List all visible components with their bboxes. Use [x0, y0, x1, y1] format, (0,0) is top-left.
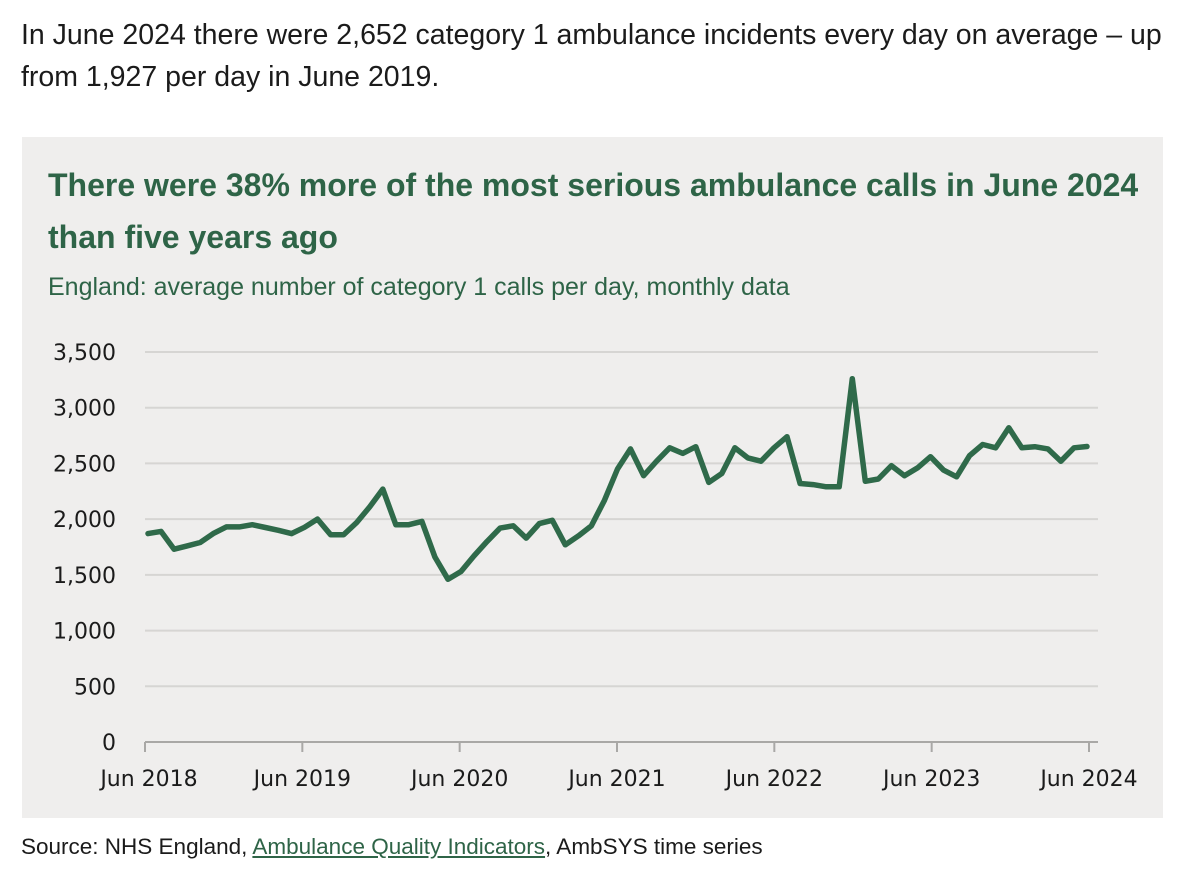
y-tick-label: 3,000 — [53, 397, 116, 422]
y-tick-label: 0 — [102, 731, 116, 756]
y-tick-label: 2,500 — [53, 452, 116, 477]
x-tick-label: Jun 2024 — [1038, 767, 1137, 792]
chart-subtitle: England: average number of category 1 ca… — [48, 273, 790, 301]
x-tick-label: Jun 2019 — [252, 767, 351, 792]
x-tick-label: Jun 2021 — [566, 767, 665, 792]
source-prefix: Source: NHS England, — [21, 834, 253, 859]
line-chart: 0 500 1,000 1,500 2,000 2,500 3,000 3,500 Jun 20… — [53, 341, 1138, 792]
source-suffix: , AmbSYS time series — [545, 834, 763, 859]
source-note: Source: NHS England, Ambulance Quality I… — [21, 834, 763, 860]
chart-title: There were 38% more of the most serious … — [48, 167, 1139, 255]
source-link[interactable]: Ambulance Quality Indicators — [252, 834, 546, 859]
y-tick-label: 2,000 — [53, 508, 116, 533]
x-tick-label: Jun 2023 — [881, 767, 980, 792]
series-line — [145, 375, 1090, 583]
y-tick-label: 1,500 — [53, 564, 116, 589]
y-tick-label: 1,000 — [53, 620, 116, 645]
y-tick-label: 500 — [74, 675, 116, 700]
x-tick-label: Jun 2022 — [724, 767, 823, 792]
y-tick-label: 3,500 — [53, 341, 116, 366]
x-tick-label: Jun 2020 — [409, 767, 508, 792]
intro-text: In June 2024 there were 2,652 category 1… — [21, 19, 1162, 93]
chart-panel: There were 38% more of the most serious … — [22, 137, 1163, 818]
x-tick-label: Jun 2018 — [98, 767, 197, 792]
